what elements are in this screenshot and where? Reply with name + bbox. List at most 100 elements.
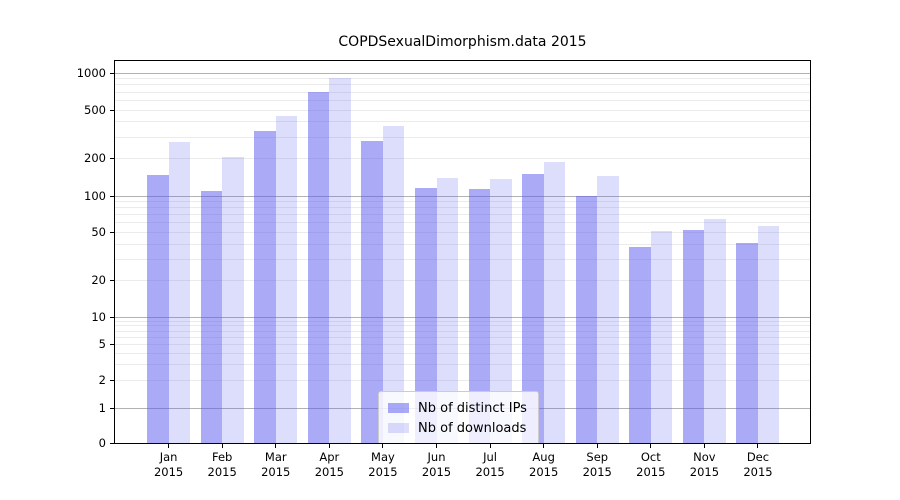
y-tick-mark: [110, 316, 114, 318]
gridline-minor: [115, 320, 810, 322]
gridline-minor: [115, 325, 810, 327]
x-tick-mark: [328, 444, 330, 448]
bar-distinct-ips-sep: [575, 196, 598, 443]
grid-layer: [115, 61, 810, 443]
gridline-minor: [115, 243, 810, 245]
bar-downloads-feb: [222, 156, 244, 443]
x-tick-label: Aug 2015: [529, 450, 559, 479]
bar-downloads-dec: [757, 226, 780, 443]
bar-downloads-apr: [329, 78, 351, 443]
legend: Nb of distinct IPs Nb of downloads: [378, 391, 539, 443]
y-tick-mark: [110, 442, 114, 444]
legend-swatch-distinct-ips: [388, 403, 409, 413]
gridline-minor: [115, 207, 810, 209]
gridline-minor: [115, 330, 810, 332]
gridline-minor: [115, 231, 810, 233]
y-tick-label: 20: [91, 273, 106, 288]
bar-distinct-ips-mar: [254, 131, 276, 443]
y-tick-mark: [110, 158, 114, 160]
bar-downloads-may: [382, 125, 405, 443]
y-tick-mark: [110, 72, 114, 74]
x-tick-mark: [489, 444, 491, 448]
y-tick-mark: [110, 380, 114, 382]
x-tick-label: Oct 2015: [636, 450, 666, 479]
gridline-minor: [115, 109, 810, 111]
x-tick-mark: [221, 444, 223, 448]
gridline-minor: [115, 380, 810, 382]
x-tick-mark: [650, 444, 652, 448]
legend-entry-downloads: Nb of downloads: [388, 418, 527, 438]
gridline-minor: [115, 336, 810, 338]
x-tick-mark: [703, 444, 705, 448]
gridline-minor: [115, 201, 810, 203]
legend-swatch-downloads: [388, 423, 409, 433]
x-tick-mark: [543, 444, 545, 448]
bar-downloads-aug: [543, 161, 566, 443]
x-tick-mark: [275, 444, 277, 448]
bar-downloads-jan: [168, 141, 191, 443]
bar-distinct-ips-may: [361, 140, 383, 443]
y-tick-mark: [110, 407, 114, 409]
bar-distinct-ips-nov: [682, 230, 705, 443]
legend-entry-distinct-ips: Nb of distinct IPs: [388, 398, 527, 418]
x-tick-label: Nov 2015: [689, 450, 720, 479]
bar-distinct-ips-apr: [307, 91, 330, 443]
gridline-minor: [115, 258, 810, 260]
x-tick-mark: [436, 444, 437, 448]
x-tick-label: Apr 2015: [314, 450, 344, 479]
y-tick-label: 100: [84, 188, 106, 203]
legend-label-downloads: Nb of downloads: [418, 420, 527, 436]
x-tick-label: May 2015: [368, 450, 398, 479]
gridline-minor: [115, 364, 810, 366]
y-tick-label: 200: [84, 151, 106, 166]
plot-area: Nb of distinct IPs Nb of downloads: [114, 60, 811, 444]
y-tick-label: 50: [91, 224, 106, 239]
y-tick-label: 1: [98, 400, 106, 415]
x-tick-mark: [168, 444, 170, 448]
gridline-minor: [115, 214, 810, 216]
legend-label-distinct-ips: Nb of distinct IPs: [418, 400, 527, 416]
y-tick-label: 5: [98, 336, 106, 351]
gridline-major: [115, 195, 810, 197]
bar-distinct-ips-jan: [147, 175, 169, 443]
y-tick-label: 10: [91, 309, 106, 324]
gridline-major: [115, 316, 810, 318]
chart-title: COPDSexualDimorphism.data 2015: [338, 34, 587, 50]
x-tick-label: Dec 2015: [743, 450, 773, 479]
gridline-minor: [115, 78, 810, 80]
x-tick-label: Jan 2015: [153, 450, 184, 479]
bar-distinct-ips-oct: [629, 246, 651, 443]
x-tick-mark: [382, 444, 384, 448]
bar-downloads-nov: [704, 219, 726, 443]
gridline-minor: [115, 352, 810, 354]
bar-downloads-jun: [436, 177, 458, 443]
bar-downloads-oct: [650, 231, 673, 443]
y-tick-label: 1000: [76, 65, 106, 80]
x-tick-label: Jun 2015: [421, 450, 452, 479]
gridline-minor: [115, 99, 810, 101]
y-tick-label: 2: [98, 373, 106, 388]
gridline-minor: [115, 280, 810, 282]
x-tick-mark: [757, 444, 759, 448]
y-tick-label: 0: [98, 435, 106, 450]
bar-distinct-ips-feb: [200, 190, 223, 443]
x-tick-label: Sep 2015: [582, 450, 612, 479]
bar-distinct-ips-jul: [468, 189, 491, 443]
bar-distinct-ips-dec: [736, 242, 758, 443]
gridline-minor: [115, 91, 810, 93]
bar-distinct-ips-aug: [522, 173, 544, 443]
gridline-minor: [115, 136, 810, 138]
y-tick-label: 500: [84, 102, 106, 117]
x-tick-label: Jul 2015: [475, 450, 505, 479]
gridline-minor: [115, 158, 810, 160]
bar-downloads-mar: [275, 116, 298, 443]
x-tick-label: Mar 2015: [261, 450, 291, 479]
gridline-minor: [115, 84, 810, 86]
gridline-minor: [115, 343, 810, 345]
x-tick-mark: [596, 444, 598, 448]
x-tick-label: Feb 2015: [207, 450, 237, 479]
bar-downloads-jul: [490, 178, 512, 443]
gridline-minor: [115, 121, 810, 123]
y-tick-mark: [110, 109, 114, 111]
